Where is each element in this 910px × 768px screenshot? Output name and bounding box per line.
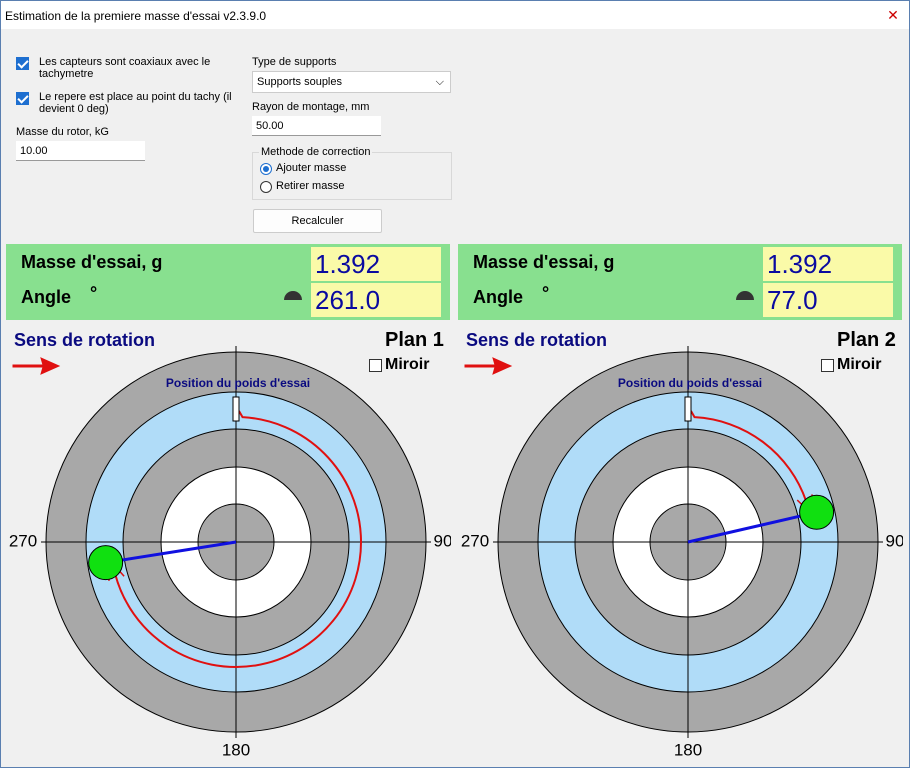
checkbox-label: Le repere est place au point du tachy (i… bbox=[39, 91, 232, 115]
checkbox-label: Les capteurs sont coaxiaux avec le tachy… bbox=[39, 56, 211, 80]
dial-label: 180 bbox=[674, 740, 702, 759]
mirror-checkbox[interactable] bbox=[821, 359, 834, 372]
checkbox[interactable] bbox=[16, 92, 29, 105]
dropdown-arrow: ⌵ bbox=[435, 76, 444, 88]
angle-unit: ° bbox=[90, 283, 98, 303]
plane-title: Plan 2 bbox=[837, 329, 896, 351]
dropdown[interactable]: Supports souples ⌵ bbox=[252, 71, 451, 93]
angle-value: 77.0 bbox=[763, 283, 893, 317]
dropdown-value: Supports souples bbox=[257, 76, 342, 88]
gauge-icon bbox=[284, 291, 302, 300]
dial-label: 270 bbox=[9, 531, 37, 550]
gauge-icon bbox=[736, 291, 754, 300]
radio-label: Retirer masse bbox=[276, 180, 345, 192]
dial: Position du poids d'essai090180270 bbox=[9, 346, 451, 759]
angle-label: Angle bbox=[21, 287, 72, 307]
radio-dot bbox=[263, 166, 269, 172]
radio-label: Ajouter masse bbox=[276, 162, 347, 174]
radio-button[interactable] bbox=[260, 163, 272, 175]
correction-arc bbox=[114, 410, 362, 668]
text-input[interactable]: 50.00 bbox=[252, 116, 381, 136]
position-label: Position du poids d'essai bbox=[166, 376, 310, 390]
trial-position-marker bbox=[684, 396, 692, 422]
field-label: Rayon de montage, mm bbox=[252, 101, 370, 113]
dial-label: 180 bbox=[222, 740, 250, 759]
field-label: Masse du rotor, kG bbox=[16, 126, 109, 138]
button[interactable]: Recalculer bbox=[253, 209, 382, 233]
weight-vector bbox=[687, 510, 817, 544]
mirror-checkbox[interactable] bbox=[369, 359, 382, 372]
rotation-arrow bbox=[12, 357, 61, 375]
window-title: Estimation de la premiere masse d'essai … bbox=[5, 9, 267, 23]
weight-vector bbox=[105, 540, 237, 565]
trial-weight bbox=[799, 494, 835, 530]
mass-value: 1.392 bbox=[763, 247, 893, 281]
mirror-label: Miroir bbox=[837, 356, 882, 373]
rotation-label: Sens de rotation bbox=[14, 330, 156, 350]
correction-arc bbox=[690, 410, 808, 502]
field-label: Type de supports bbox=[252, 56, 337, 68]
angle-label: Angle bbox=[473, 287, 524, 307]
position-label: Position du poids d'essai bbox=[618, 376, 762, 390]
group-box bbox=[252, 152, 452, 200]
text-input[interactable]: 10.00 bbox=[16, 141, 145, 161]
mirror-label: Miroir bbox=[385, 356, 430, 373]
close-button[interactable]: ✕ bbox=[887, 7, 899, 23]
dial-label: 270 bbox=[461, 531, 489, 550]
checkbox[interactable] bbox=[16, 57, 29, 70]
trial-weight bbox=[88, 545, 124, 581]
title-bar: Estimation de la premiere masse d'essai … bbox=[1, 1, 909, 29]
radio-button[interactable] bbox=[260, 181, 272, 193]
rotation-arrow bbox=[464, 357, 513, 375]
group-label: Methode de correction bbox=[259, 146, 373, 158]
plane-title: Plan 1 bbox=[385, 329, 444, 351]
rotation-label: Sens de rotation bbox=[466, 330, 608, 350]
trial-position-marker bbox=[232, 396, 240, 422]
mass-value: 1.392 bbox=[311, 247, 441, 281]
dial-label: 90 bbox=[886, 531, 903, 550]
mass-label: Masse d'essai, g bbox=[473, 252, 615, 272]
dial-label: 90 bbox=[434, 531, 451, 550]
dial: Position du poids d'essai090180270 bbox=[461, 346, 903, 759]
angle-unit: ° bbox=[542, 283, 550, 303]
angle-value: 261.0 bbox=[311, 283, 441, 317]
mass-label: Masse d'essai, g bbox=[21, 252, 163, 272]
